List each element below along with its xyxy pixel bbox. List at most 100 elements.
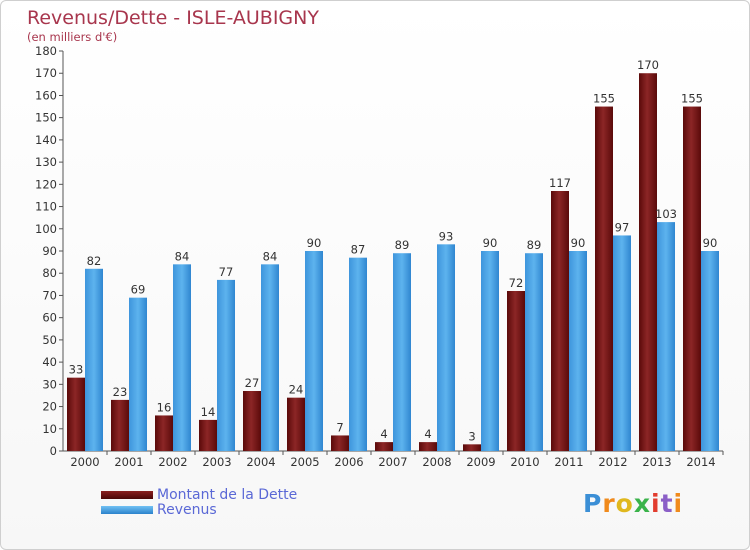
bar-revenue (261, 264, 279, 451)
bar-revenue (85, 268, 103, 451)
bar-revenue (481, 251, 499, 451)
logo-letter: i (651, 489, 661, 518)
data-label-debt: 7 (336, 420, 343, 434)
y-tick-label: 120 (35, 177, 57, 191)
logo-letter: t (660, 489, 674, 518)
y-tick-label: 10 (42, 422, 57, 436)
legend-label-debt: Montant de la Dette (157, 486, 298, 503)
bar-revenue (349, 257, 367, 451)
data-label-debt: 14 (201, 405, 216, 419)
data-label-revenue: 84 (175, 249, 190, 263)
x-tick-label: 2009 (466, 455, 495, 469)
data-label-revenue: 82 (87, 254, 102, 268)
data-label-debt: 72 (509, 276, 524, 290)
y-tick-label: 20 (42, 400, 57, 414)
data-label-debt: 27 (245, 376, 260, 390)
logo-letter: P (583, 489, 603, 518)
data-label-revenue: 90 (571, 236, 586, 250)
bar-debt (375, 442, 393, 451)
bar-debt (507, 291, 525, 451)
y-tick-label: 90 (42, 244, 57, 258)
y-tick-label: 180 (35, 44, 57, 58)
legend-item-debt: Montant de la Dette (101, 486, 298, 503)
data-label-revenue: 87 (351, 243, 366, 257)
bar-debt (111, 399, 129, 451)
y-tick-label: 0 (50, 444, 57, 458)
data-label-debt: 3 (468, 429, 475, 443)
bar-revenue (613, 235, 631, 451)
bar-debt (419, 442, 437, 451)
x-tick-label: 2006 (334, 455, 363, 469)
bar-revenue (525, 253, 543, 451)
y-tick-label: 150 (35, 111, 57, 125)
bar-debt (551, 191, 569, 451)
bar-revenue (701, 251, 719, 451)
y-tick-label: 60 (42, 311, 57, 325)
y-tick-label: 80 (42, 266, 57, 280)
bar-revenue (393, 253, 411, 451)
logo-letter: i (673, 489, 684, 518)
bar-revenue (657, 222, 675, 451)
data-label-revenue: 69 (131, 283, 146, 297)
bar-debt (67, 377, 85, 451)
bar-revenue (217, 279, 235, 451)
data-label-revenue: 89 (395, 238, 410, 252)
logo-letter: r (602, 489, 616, 518)
bar-debt (595, 106, 613, 452)
y-tick-label: 100 (35, 222, 57, 236)
y-tick-label: 170 (35, 66, 57, 80)
data-label-revenue: 89 (527, 238, 542, 252)
bar-revenue (173, 264, 191, 451)
data-label-revenue: 97 (615, 220, 630, 234)
bar-debt (199, 419, 217, 451)
data-label-revenue: 84 (263, 249, 278, 263)
bar-revenue (569, 251, 587, 451)
x-tick-label: 2008 (422, 455, 451, 469)
y-tick-label: 40 (42, 355, 57, 369)
y-tick-label: 140 (35, 133, 57, 147)
chart-subtitle: (en milliers d'€) (27, 30, 118, 44)
y-tick-label: 70 (42, 288, 57, 302)
logo-letter: x (633, 489, 651, 518)
data-label-debt: 4 (424, 427, 431, 441)
x-tick-label: 2012 (598, 455, 627, 469)
x-tick-label: 2007 (378, 455, 407, 469)
data-label-debt: 170 (637, 58, 659, 72)
y-tick-label: 50 (42, 333, 57, 347)
x-tick-label: 2001 (114, 455, 143, 469)
bar-debt (287, 397, 305, 451)
bar-revenue (305, 251, 323, 451)
bar-revenue (437, 244, 455, 451)
logo-letter: o (615, 489, 634, 518)
chart-title: Revenus/Dette - ISLE-AUBIGNY (27, 7, 319, 29)
bar-debt (155, 415, 173, 451)
data-label-revenue: 77 (219, 265, 234, 279)
bar-debt (683, 106, 701, 452)
x-tick-label: 2002 (158, 455, 187, 469)
bar-debt (639, 73, 657, 451)
bar-debt (331, 435, 349, 451)
x-tick-label: 2013 (642, 455, 671, 469)
bar-debt (243, 391, 261, 451)
data-label-revenue: 90 (483, 236, 498, 250)
legend-swatch-revenue (101, 505, 153, 514)
data-label-debt: 155 (681, 92, 703, 106)
x-tick-label: 2004 (246, 455, 275, 469)
x-tick-label: 2011 (554, 455, 583, 469)
legend: Montant de la Dette Revenus (101, 486, 298, 518)
x-tick-label: 2010 (510, 455, 539, 469)
x-tick-label: 2014 (686, 455, 715, 469)
labels: 2000 33 82 2001 23 69 2002 16 84 2003 14 77 2004 27 84… (69, 58, 718, 469)
x-tick-label: 2005 (290, 455, 319, 469)
bars (67, 73, 719, 452)
data-label-debt: 16 (157, 400, 172, 414)
y-tick-label: 160 (35, 88, 57, 102)
data-label-debt: 4 (380, 427, 387, 441)
proxiti-logo: Proxiti (583, 489, 683, 518)
bar-revenue (129, 297, 147, 451)
y-tick-label: 30 (42, 377, 57, 391)
x-tick-label: 2000 (70, 455, 99, 469)
legend-label-revenue: Revenus (157, 501, 217, 518)
